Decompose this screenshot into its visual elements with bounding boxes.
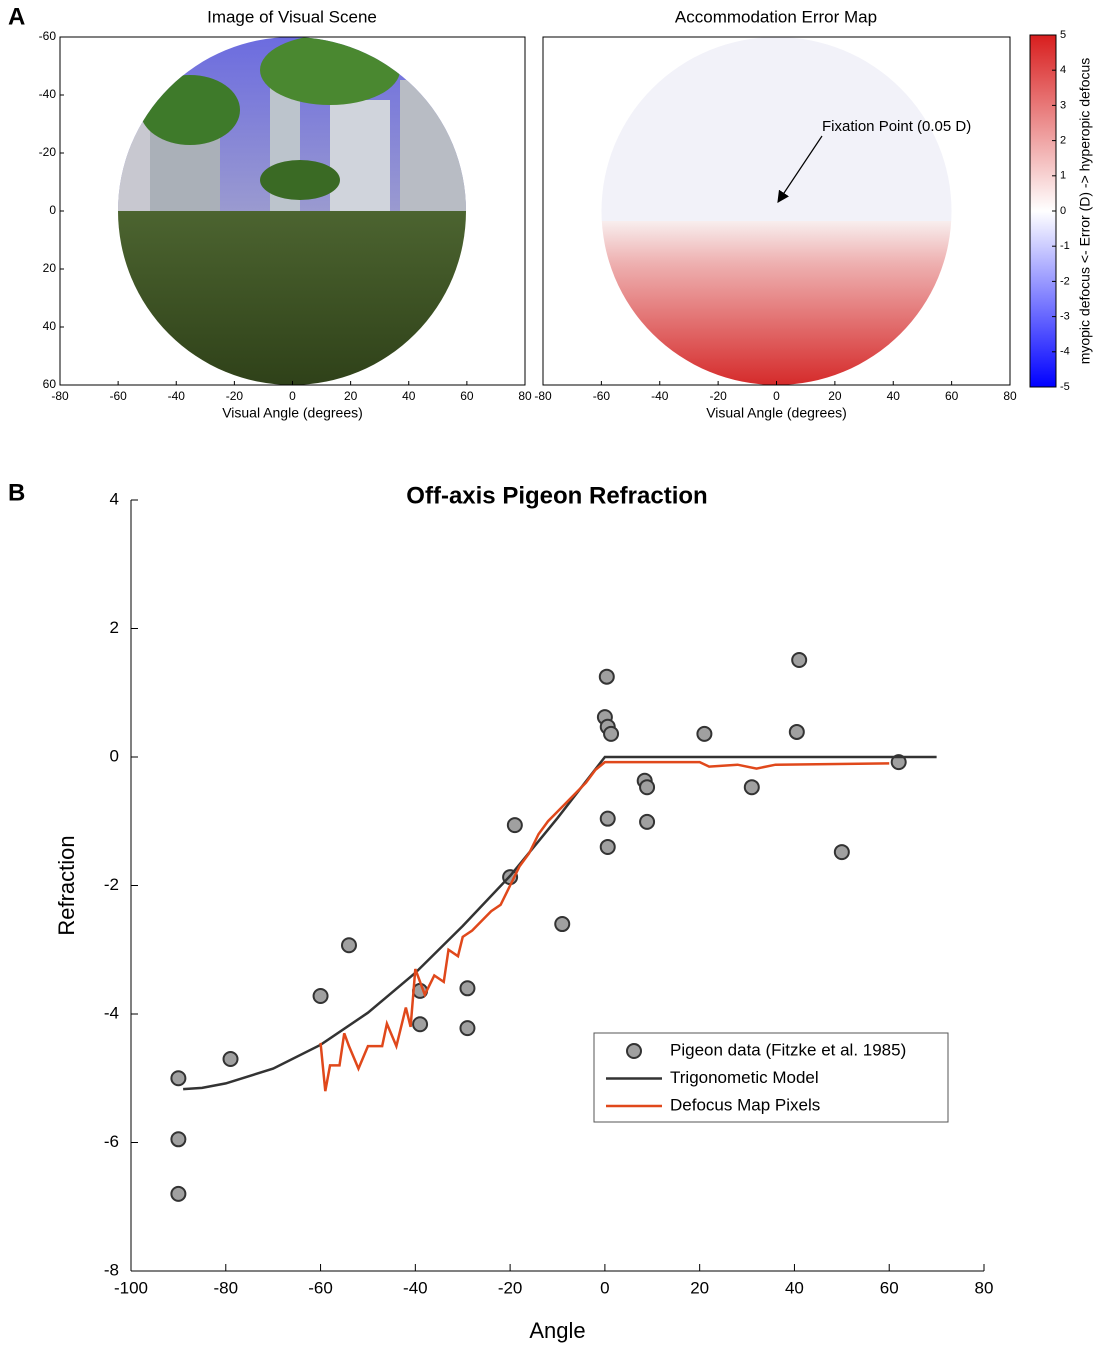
x-tick-label: -60 xyxy=(593,389,611,403)
colorbar-tick-label: 4 xyxy=(1060,64,1066,76)
point xyxy=(639,779,656,796)
y-tick-label: -6 xyxy=(104,1132,119,1151)
colorbar-tick-label: 3 xyxy=(1060,99,1066,111)
colorbar-tick-label: -5 xyxy=(1060,381,1070,393)
y-tick-label: -2 xyxy=(104,875,119,894)
point xyxy=(743,779,760,796)
y-tick-label: 2 xyxy=(110,618,119,637)
x-tick-label: -20 xyxy=(226,389,244,403)
colorbar-tick-label: 2 xyxy=(1060,135,1066,147)
x-tick-label: 60 xyxy=(460,389,474,403)
y-tick-label: 4 xyxy=(110,489,119,508)
point xyxy=(598,668,615,685)
line xyxy=(183,755,937,1091)
x-tick-label: 0 xyxy=(600,1278,609,1297)
point xyxy=(639,813,656,830)
y-axis-label: Refraction xyxy=(54,835,79,935)
x-tick-label: -40 xyxy=(168,389,186,403)
x-tick-label: -20 xyxy=(709,389,727,403)
x-tick-label: -40 xyxy=(651,389,669,403)
x-tick-label: 20 xyxy=(690,1278,709,1297)
annotation: Fixation Point (0.05 D) xyxy=(822,118,971,135)
y-tick-label: 20 xyxy=(43,261,57,275)
x-tick-label: 20 xyxy=(344,389,358,403)
y-tick-label: -40 xyxy=(39,87,57,101)
scene-image xyxy=(118,37,466,385)
x-tick-label: 40 xyxy=(887,389,901,403)
colorbar-tick-label: 5 xyxy=(1060,29,1066,41)
y-tick-label: -60 xyxy=(39,29,57,43)
colorbar-tick-label: 1 xyxy=(1060,170,1066,182)
x-tick-label: -20 xyxy=(498,1278,523,1297)
x-tick-label: 0 xyxy=(773,389,780,403)
x-tick-label: 40 xyxy=(402,389,416,403)
point xyxy=(696,725,713,742)
colorbar-tick-label: -3 xyxy=(1060,311,1070,323)
point xyxy=(222,1050,239,1067)
point xyxy=(603,725,620,742)
x-tick-label: 80 xyxy=(975,1278,994,1297)
point xyxy=(890,754,907,771)
point xyxy=(340,937,357,954)
legend-label: Trigonometic Model xyxy=(670,1068,819,1087)
y-tick-label: 0 xyxy=(49,203,56,217)
x-tick-label: -100 xyxy=(114,1278,148,1297)
point xyxy=(170,1185,187,1202)
x-tick-label: -60 xyxy=(308,1278,333,1297)
point xyxy=(599,838,616,855)
point xyxy=(554,916,571,933)
x-tick-label: -80 xyxy=(213,1278,238,1297)
y-tick-label: 60 xyxy=(43,377,57,391)
x-axis-label: Visual Angle (degrees) xyxy=(706,405,847,421)
colorbar-label: myopic defocus <- Error (D) -> hyperopic… xyxy=(1077,58,1093,365)
y-tick-label: -20 xyxy=(39,145,57,159)
legend-swatch xyxy=(626,1043,642,1059)
x-axis-label: Visual Angle (degrees) xyxy=(222,405,363,421)
point xyxy=(312,988,329,1005)
panel-label: A xyxy=(8,3,25,30)
point xyxy=(788,723,805,740)
chart-title: Accommodation Error Map xyxy=(675,7,877,26)
x-tick-label: -40 xyxy=(403,1278,428,1297)
x-tick-label: 60 xyxy=(880,1278,899,1297)
point xyxy=(599,810,616,827)
error-map-image xyxy=(601,37,952,385)
y-tick-label: 40 xyxy=(43,319,57,333)
point xyxy=(412,1016,429,1033)
x-axis-label: Angle xyxy=(529,1318,585,1343)
point xyxy=(459,980,476,997)
x-tick-label: 0 xyxy=(289,389,296,403)
x-tick-label: 60 xyxy=(945,389,959,403)
x-tick-label: -80 xyxy=(534,389,552,403)
x-tick-label: 80 xyxy=(1003,389,1017,403)
y-tick-label: 0 xyxy=(110,746,119,765)
colorbar-tick-label: -4 xyxy=(1060,346,1070,358)
line xyxy=(319,760,890,1092)
x-tick-label: 40 xyxy=(785,1278,804,1297)
point xyxy=(791,651,808,668)
panel-label: B xyxy=(8,479,25,506)
point xyxy=(459,1020,476,1037)
y-tick-label: -8 xyxy=(104,1260,119,1279)
legend-label: Pigeon data (Fitzke et al. 1985) xyxy=(670,1040,906,1059)
x-tick-label: -80 xyxy=(51,389,69,403)
colorbar-tick-label: -2 xyxy=(1060,275,1070,287)
point xyxy=(170,1070,187,1087)
point xyxy=(833,844,850,861)
chart-title: Off-axis Pigeon Refraction xyxy=(406,482,707,509)
y-tick-label: -4 xyxy=(104,1003,119,1022)
point xyxy=(170,1131,187,1148)
x-tick-label: 80 xyxy=(518,389,532,403)
colorbar-tick-label: 0 xyxy=(1060,205,1066,217)
x-tick-label: -60 xyxy=(109,389,127,403)
colorbar-tick-label: -1 xyxy=(1060,240,1070,252)
chart-title: Image of Visual Scene xyxy=(207,7,377,26)
annotation-arrow xyxy=(777,135,823,203)
colorbar xyxy=(1029,34,1057,388)
point xyxy=(506,817,523,834)
x-tick-label: 20 xyxy=(828,389,842,403)
legend-label: Defocus Map Pixels xyxy=(670,1095,820,1114)
